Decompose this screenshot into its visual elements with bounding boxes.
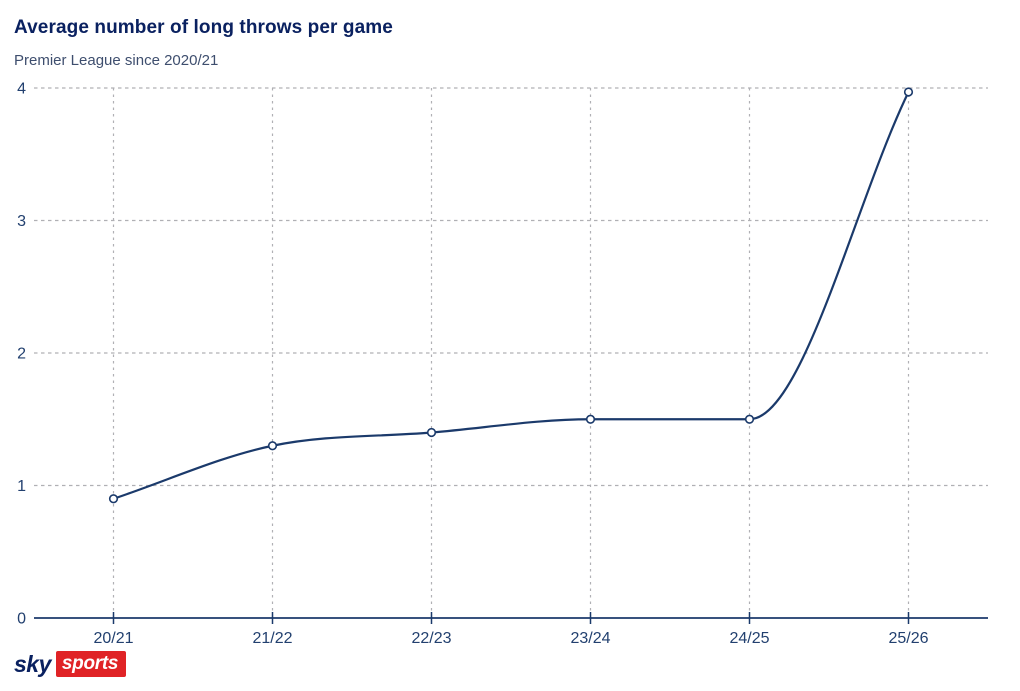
sky-logo-text: sky — [14, 650, 51, 677]
data-line — [112, 90, 910, 500]
page-title: Average number of long throws per game — [14, 17, 393, 38]
x-tick-label: 25/26 — [888, 630, 928, 647]
x-tick-label: 20/21 — [93, 630, 133, 647]
sky-sports-logo: sky sports — [14, 650, 127, 677]
y-tick-label: 3 — [17, 213, 26, 230]
x-tick-label: 24/25 — [729, 630, 769, 647]
x-tick-label: 21/22 — [252, 630, 292, 647]
data-point-marker — [903, 87, 914, 97]
y-tick-label: 2 — [17, 346, 26, 363]
data-point-marker — [267, 441, 278, 451]
data-point-marker — [426, 427, 437, 438]
x-tick-label: 23/24 — [570, 630, 610, 647]
x-tick-label: 22/23 — [411, 630, 451, 647]
sports-logo-badge: sports — [55, 651, 127, 677]
page-subtitle: Premier League since 2020/21 — [14, 52, 219, 69]
y-tick-label: 4 — [17, 81, 26, 98]
y-tick-label: 1 — [17, 478, 26, 495]
data-point-marker — [108, 494, 119, 504]
data-point-marker — [744, 414, 755, 424]
data-point-marker — [585, 414, 596, 424]
y-tick-label: 0 — [17, 611, 26, 628]
